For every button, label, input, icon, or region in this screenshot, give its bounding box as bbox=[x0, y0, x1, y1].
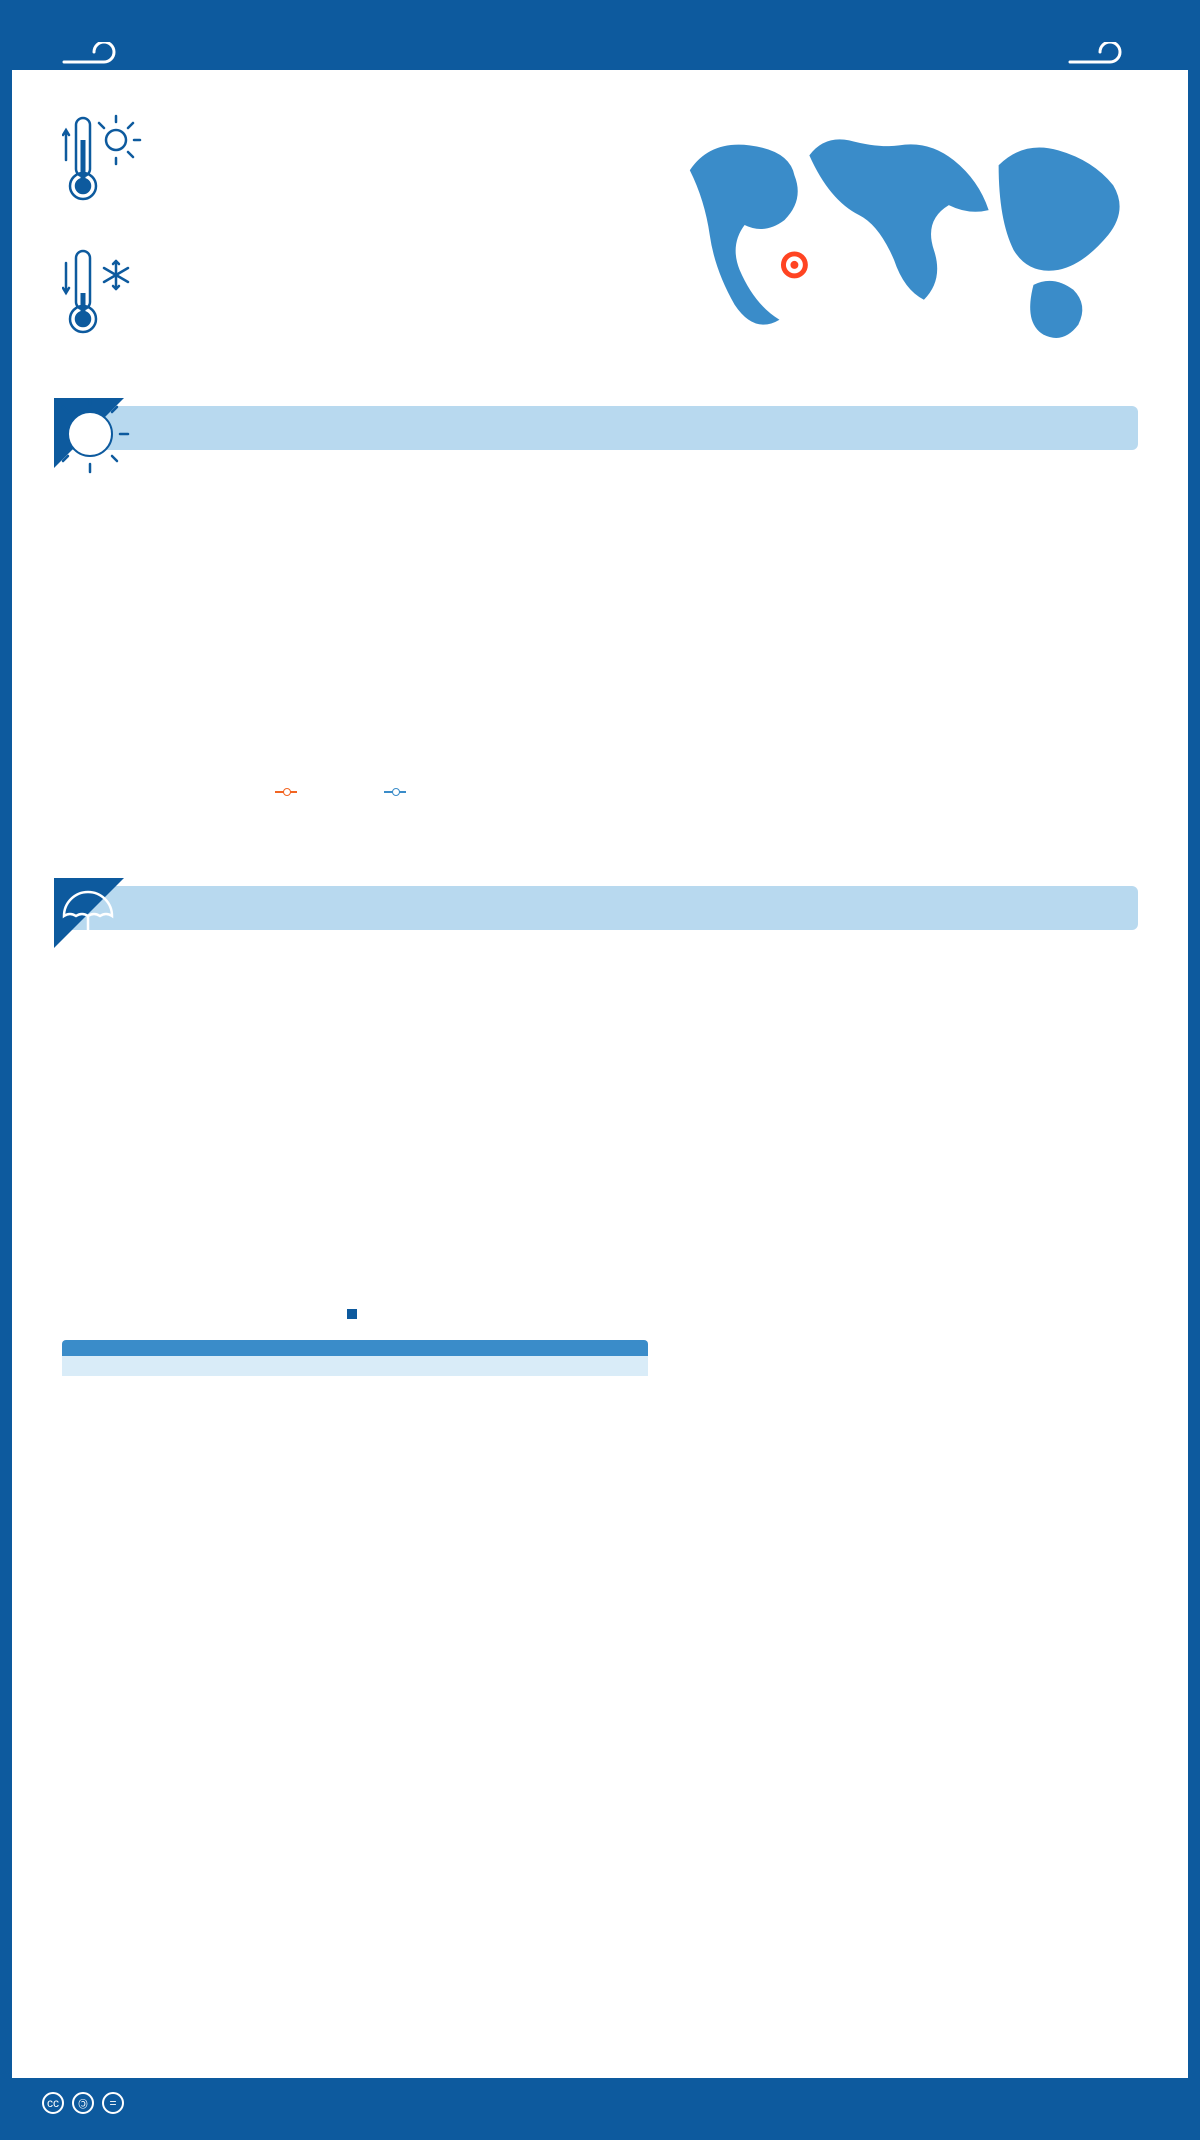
daily-temp-section bbox=[12, 818, 1188, 886]
precip-probability bbox=[62, 1340, 648, 1376]
fact-warmest bbox=[62, 110, 610, 215]
page-footer: cc 🄯 = bbox=[12, 2078, 1188, 2128]
precipitation-banner bbox=[62, 886, 1138, 930]
wind-icon bbox=[52, 42, 142, 117]
precip-legend bbox=[62, 1306, 648, 1320]
intro-section bbox=[12, 70, 1188, 406]
cc-icon: cc bbox=[42, 2092, 64, 2114]
temperature-banner bbox=[62, 406, 1138, 450]
thermometer-snow-icon bbox=[62, 243, 142, 348]
temperature-line-chart bbox=[62, 480, 648, 780]
wind-icon bbox=[1058, 42, 1148, 117]
temperature-chart-row bbox=[12, 450, 1188, 818]
world-map bbox=[640, 110, 1138, 376]
precip-summary bbox=[688, 960, 1138, 1376]
page-header bbox=[12, 12, 1188, 70]
precip-prob-heading bbox=[62, 1340, 648, 1356]
precip-bar-chart bbox=[62, 960, 648, 1300]
sun-icon bbox=[54, 398, 144, 493]
by-icon: 🄯 bbox=[72, 2092, 94, 2114]
temp-legend bbox=[62, 784, 648, 798]
umbrella-icon bbox=[54, 878, 144, 973]
temperature-summary bbox=[688, 480, 1138, 798]
daily-temp-table bbox=[62, 844, 1138, 846]
thermometer-sun-icon bbox=[62, 110, 142, 215]
license: cc 🄯 = bbox=[42, 2092, 132, 2114]
fact-coldest bbox=[62, 243, 610, 348]
nd-icon: = bbox=[102, 2092, 124, 2114]
precip-chart-row bbox=[12, 930, 1188, 1396]
